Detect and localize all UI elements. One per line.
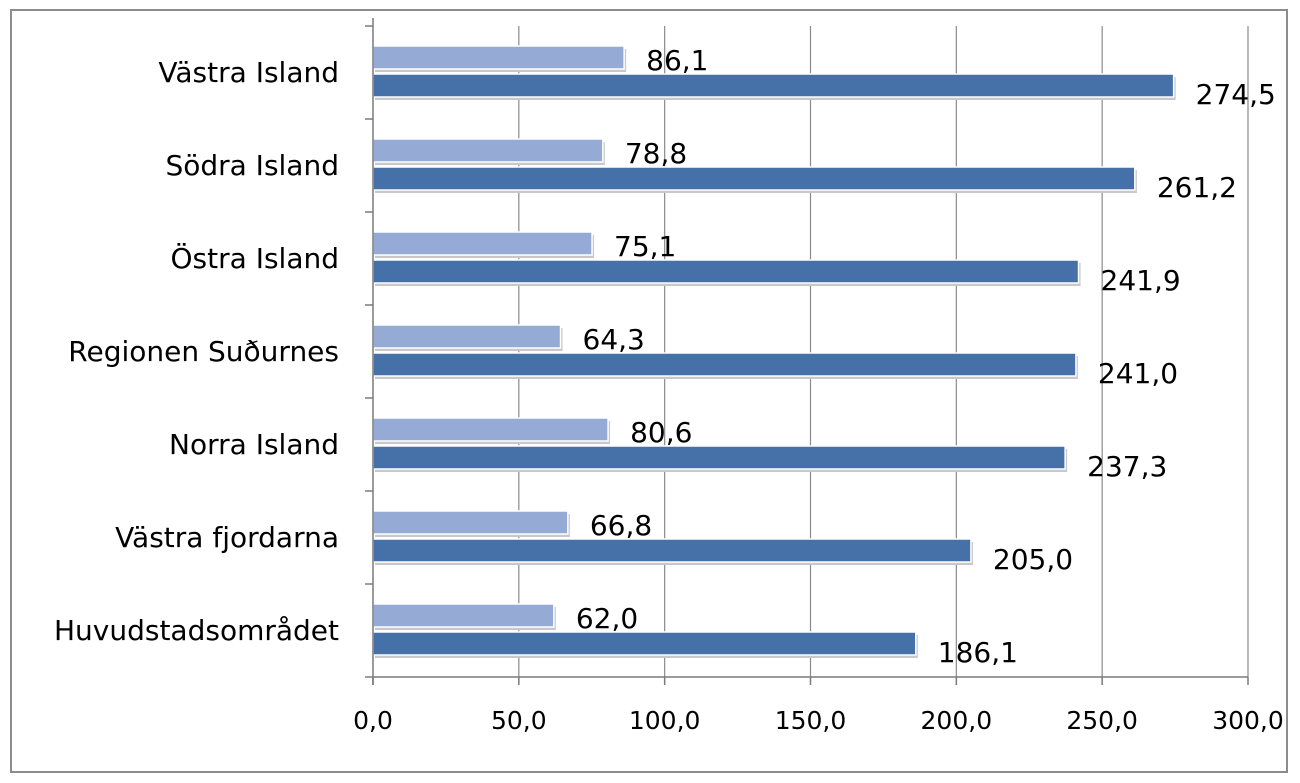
category-label: Norra Island (169, 428, 339, 461)
data-label: 86,1 (646, 44, 708, 77)
x-tick-label: 250,0 (1066, 706, 1138, 735)
data-label: 261,2 (1157, 171, 1237, 204)
data-label: 80,6 (630, 416, 692, 449)
category-label: Östra Island (171, 241, 339, 275)
bar (372, 45, 625, 70)
x-tick-label: 50,0 (491, 706, 547, 735)
x-tick-label: 0,0 (353, 706, 393, 735)
x-tick-label: 300,0 (1212, 706, 1284, 735)
category-label: Västra Island (158, 56, 339, 89)
bar (372, 417, 609, 442)
x-tick-label: 100,0 (629, 706, 701, 735)
bar (372, 73, 1175, 98)
data-label: 274,5 (1196, 78, 1276, 111)
data-label: 78,8 (625, 137, 687, 170)
category-label: Huvudstadsområdet (54, 614, 339, 647)
data-label: 62,0 (576, 602, 638, 635)
category-label: Västra fjordarna (115, 521, 339, 554)
category-label: Södra Island (165, 149, 339, 182)
bar (372, 538, 972, 563)
bar (372, 138, 604, 163)
category-label: Regionen Suðurnes (68, 335, 339, 368)
data-label: 75,1 (614, 230, 676, 263)
bar (372, 352, 1077, 377)
data-label: 205,0 (993, 543, 1073, 576)
x-tick-label: 200,0 (921, 706, 993, 735)
bar (372, 445, 1066, 470)
bar (372, 259, 1080, 284)
bar (372, 324, 562, 349)
data-label: 241,9 (1101, 264, 1181, 297)
bar (372, 231, 593, 256)
data-label: 186,1 (938, 636, 1018, 669)
data-label: 64,3 (583, 323, 645, 356)
bar (372, 631, 917, 656)
bar (372, 510, 569, 535)
x-tick-label: 150,0 (775, 706, 847, 735)
data-label: 241,0 (1098, 357, 1178, 390)
bar (372, 166, 1136, 191)
bar (372, 603, 555, 628)
data-label: 237,3 (1087, 450, 1167, 483)
data-label: 66,8 (590, 509, 652, 542)
